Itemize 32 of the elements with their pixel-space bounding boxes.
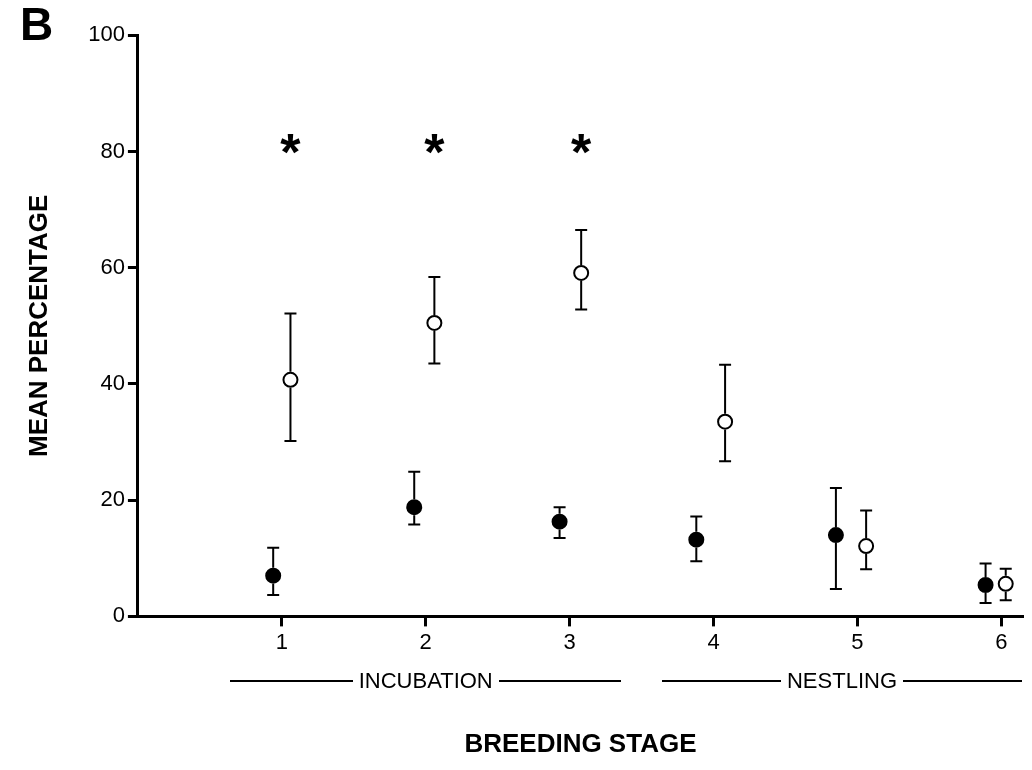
x-tick-label: 2 (419, 628, 432, 654)
y-tick-label: 40 (100, 369, 125, 395)
point (858, 538, 875, 555)
x-tick-label: 3 (563, 628, 576, 654)
point (827, 527, 844, 544)
text: INCUBATION (358, 668, 493, 695)
y-tick-label: 60 (100, 253, 125, 279)
annotation: * (424, 122, 446, 181)
point (406, 499, 423, 516)
point (551, 513, 568, 530)
point (265, 567, 282, 584)
annotation: * (571, 122, 593, 181)
x-tick-label: 1 (275, 628, 288, 654)
x-tick-label: 4 (707, 628, 720, 654)
point (573, 264, 590, 281)
text: NESTLING (786, 668, 898, 695)
point (717, 413, 734, 430)
y-tick-label: 20 (100, 486, 125, 512)
annotation: * (280, 122, 302, 181)
y-axis-title: MEAN PERCENTAGE (22, 194, 53, 458)
point (977, 577, 994, 594)
x-axis-title: BREEDING STAGE (464, 727, 697, 758)
x-tick-label: 6 (995, 628, 1008, 654)
point (688, 531, 705, 548)
point (997, 575, 1014, 592)
point (426, 314, 443, 331)
y-tick-label: 0 (112, 602, 125, 628)
x-tick-label: 5 (851, 628, 864, 654)
y-tick-label: 80 (100, 137, 125, 163)
chart-title: B (20, 0, 54, 51)
y-tick-label: 100 (88, 21, 125, 47)
point (282, 371, 299, 388)
